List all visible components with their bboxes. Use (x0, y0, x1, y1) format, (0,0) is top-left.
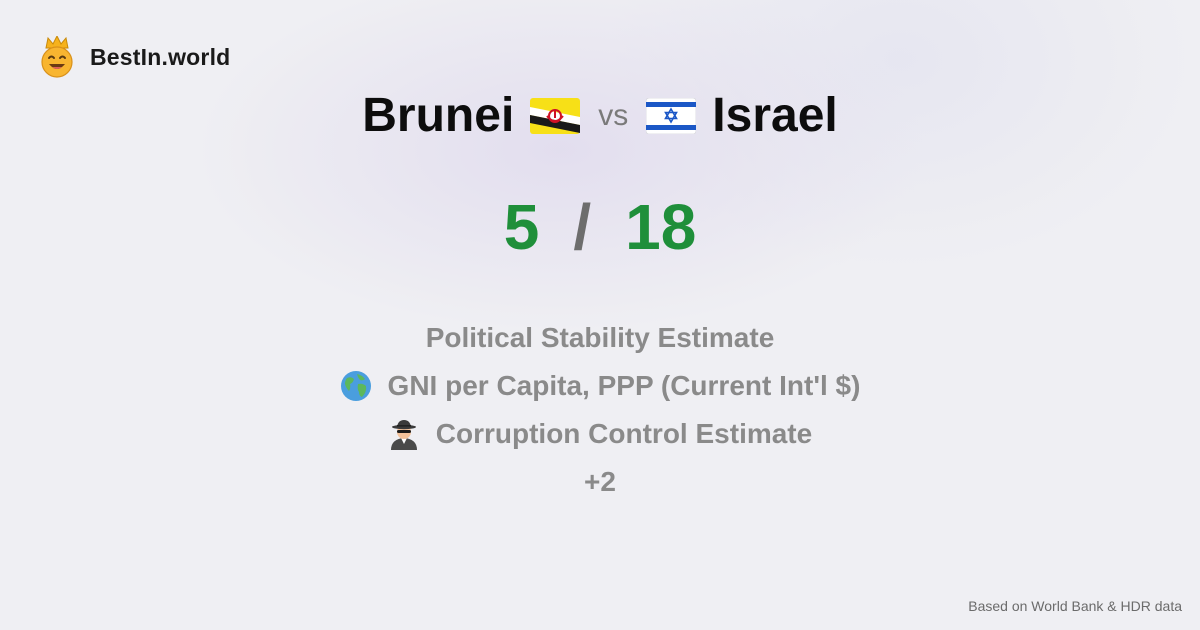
comparison-title: Brunei vs Israel (0, 88, 1200, 143)
score-display: 5 / 18 (0, 190, 1200, 264)
metric-item[interactable]: Corruption Control Estimate (388, 410, 812, 458)
metric-item[interactable]: Political Stability Estimate (426, 314, 775, 362)
crowned-smiley-icon (41, 36, 73, 78)
metric-item[interactable]: GNI per Capita, PPP (Current Int'l $) (340, 362, 861, 410)
spy-icon (390, 420, 417, 450)
right-country-name[interactable]: Israel (712, 89, 838, 142)
vs-label: vs (598, 98, 629, 132)
score-separator: / (573, 191, 592, 263)
brand-logo[interactable]: BestIn.world (38, 36, 230, 78)
left-country-name[interactable]: Brunei (362, 89, 515, 142)
metric-label: +2 (584, 466, 616, 497)
data-source-note: Based on World Bank & HDR data (968, 598, 1182, 614)
metric-list: Political Stability Estimate GNI per Cap… (0, 314, 1200, 506)
metric-label: Political Stability Estimate (425, 322, 775, 353)
metric-label: GNI per Capita, PPP (Current Int'l $) (387, 370, 861, 401)
metric-label: Corruption Control Estimate (435, 418, 813, 449)
brand-name: BestIn.world (90, 43, 231, 70)
left-score: 5 (503, 191, 540, 263)
right-score: 18 (625, 191, 697, 263)
more-metrics-count[interactable]: +2 (584, 458, 616, 506)
brunei-flag-icon (530, 97, 581, 134)
israel-flag-icon (646, 97, 697, 134)
globe-icon (340, 371, 371, 401)
